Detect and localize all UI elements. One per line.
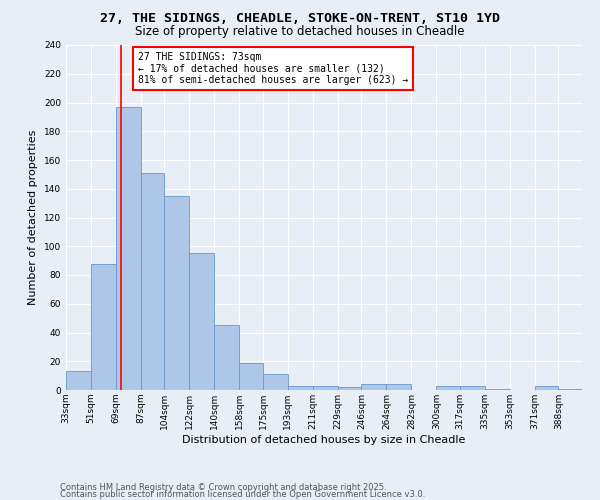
X-axis label: Distribution of detached houses by size in Cheadle: Distribution of detached houses by size …	[182, 434, 466, 444]
Bar	[164, 196, 190, 390]
Bar	[66, 372, 91, 390]
Bar	[460, 386, 485, 390]
Bar	[263, 374, 288, 390]
Bar	[288, 386, 313, 390]
Bar	[116, 107, 141, 390]
Bar	[190, 254, 214, 390]
Text: Contains HM Land Registry data © Crown copyright and database right 2025.: Contains HM Land Registry data © Crown c…	[60, 484, 386, 492]
Bar	[386, 384, 412, 390]
Text: Contains public sector information licensed under the Open Government Licence v3: Contains public sector information licen…	[60, 490, 425, 499]
Bar	[559, 388, 582, 390]
Bar	[141, 173, 164, 390]
Bar	[239, 362, 263, 390]
Bar	[361, 384, 386, 390]
Bar	[338, 387, 361, 390]
Bar	[436, 386, 460, 390]
Text: 27 THE SIDINGS: 73sqm
← 17% of detached houses are smaller (132)
81% of semi-det: 27 THE SIDINGS: 73sqm ← 17% of detached …	[138, 52, 409, 85]
Bar	[485, 388, 510, 390]
Text: 27, THE SIDINGS, CHEADLE, STOKE-ON-TRENT, ST10 1YD: 27, THE SIDINGS, CHEADLE, STOKE-ON-TRENT…	[100, 12, 500, 26]
Text: Size of property relative to detached houses in Cheadle: Size of property relative to detached ho…	[135, 25, 465, 38]
Y-axis label: Number of detached properties: Number of detached properties	[28, 130, 38, 305]
Bar	[214, 326, 239, 390]
Bar	[535, 386, 559, 390]
Bar	[91, 264, 116, 390]
Bar	[313, 386, 338, 390]
